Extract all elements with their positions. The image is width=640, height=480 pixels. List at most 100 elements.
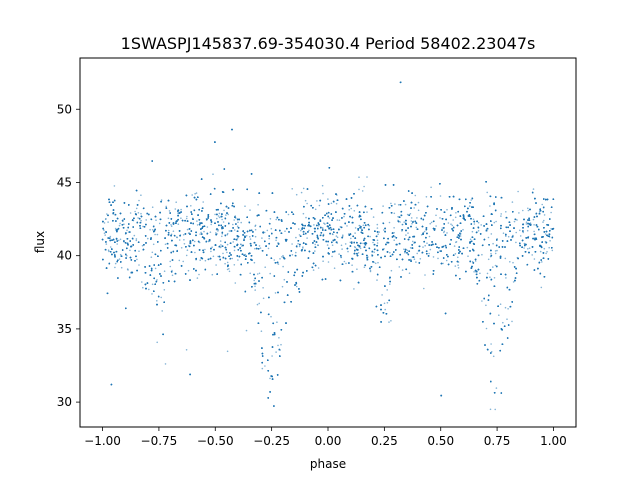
data-point xyxy=(258,272,261,275)
data-point xyxy=(221,232,224,235)
data-point xyxy=(282,265,284,268)
data-point xyxy=(417,201,420,204)
data-point xyxy=(140,194,142,196)
data-point xyxy=(506,318,508,321)
data-point xyxy=(397,215,399,218)
data-point xyxy=(417,209,420,212)
data-point xyxy=(163,289,166,291)
data-point xyxy=(140,212,142,215)
data-point xyxy=(335,202,338,205)
data-point xyxy=(218,216,221,219)
data-point xyxy=(167,217,170,220)
data-point xyxy=(533,224,535,226)
data-point xyxy=(381,294,383,296)
data-point xyxy=(493,221,496,224)
data-point xyxy=(542,221,544,223)
data-point xyxy=(376,227,379,229)
data-point xyxy=(180,208,182,211)
data-point xyxy=(262,287,264,289)
data-point xyxy=(228,230,231,232)
data-point xyxy=(126,268,129,270)
data-point xyxy=(158,222,161,225)
data-point xyxy=(388,277,391,280)
data-point xyxy=(187,269,190,272)
data-point xyxy=(496,249,498,252)
data-point xyxy=(191,194,193,196)
data-point xyxy=(114,227,117,230)
data-point xyxy=(226,251,228,254)
data-point xyxy=(374,262,377,265)
data-point xyxy=(430,221,433,224)
data-point xyxy=(345,262,347,265)
data-point xyxy=(327,198,329,200)
data-point xyxy=(350,207,353,210)
data-point xyxy=(106,213,108,215)
data-point xyxy=(541,261,543,263)
data-point xyxy=(269,377,271,380)
data-point xyxy=(405,234,407,236)
data-point xyxy=(363,185,365,188)
data-point xyxy=(224,262,226,265)
data-point xyxy=(199,259,201,262)
data-point xyxy=(168,210,171,212)
data-point xyxy=(545,252,547,255)
data-point xyxy=(382,229,385,231)
data-point xyxy=(210,250,212,253)
data-point xyxy=(477,230,480,232)
data-point xyxy=(317,267,320,269)
data-point xyxy=(357,252,360,254)
data-point xyxy=(340,244,343,247)
data-point xyxy=(169,260,171,263)
data-point xyxy=(523,247,525,249)
chart-title: 1SWASPJ145837.69-354030.4 Period 58402.2… xyxy=(121,34,536,53)
data-point xyxy=(256,273,259,275)
data-point xyxy=(133,234,136,237)
data-point xyxy=(509,261,511,263)
data-point xyxy=(167,229,170,232)
data-point xyxy=(356,268,358,271)
data-point xyxy=(438,250,441,252)
data-point xyxy=(473,223,476,225)
data-point xyxy=(193,240,196,243)
data-point xyxy=(368,224,371,227)
data-point xyxy=(322,233,325,236)
data-point xyxy=(287,213,290,216)
data-point xyxy=(149,228,151,231)
data-point xyxy=(226,233,228,236)
data-point xyxy=(120,266,123,269)
data-point xyxy=(103,232,106,234)
data-point xyxy=(194,251,196,254)
data-point xyxy=(240,221,242,224)
data-point xyxy=(114,266,116,269)
data-point xyxy=(151,206,154,208)
data-point xyxy=(498,314,500,317)
data-point xyxy=(383,302,386,305)
data-point xyxy=(145,219,147,221)
data-point xyxy=(226,243,229,246)
data-point xyxy=(295,285,298,288)
data-point xyxy=(164,363,167,365)
data-point xyxy=(180,247,183,249)
data-point xyxy=(394,235,396,238)
data-point xyxy=(386,289,389,291)
data-point xyxy=(283,278,286,281)
data-point xyxy=(354,227,357,229)
data-point xyxy=(225,214,227,216)
data-point xyxy=(494,250,497,252)
data-point xyxy=(382,205,384,207)
data-point xyxy=(515,241,517,244)
data-point xyxy=(505,277,507,279)
data-point xyxy=(240,245,243,247)
data-point xyxy=(284,230,286,232)
data-point xyxy=(160,199,163,201)
data-point xyxy=(457,256,459,259)
data-point xyxy=(378,231,381,233)
data-point xyxy=(340,256,342,259)
data-point xyxy=(254,285,256,288)
data-point xyxy=(236,237,239,240)
data-point xyxy=(107,221,109,223)
data-point xyxy=(151,283,154,286)
data-point xyxy=(127,231,130,233)
data-point xyxy=(481,253,483,256)
